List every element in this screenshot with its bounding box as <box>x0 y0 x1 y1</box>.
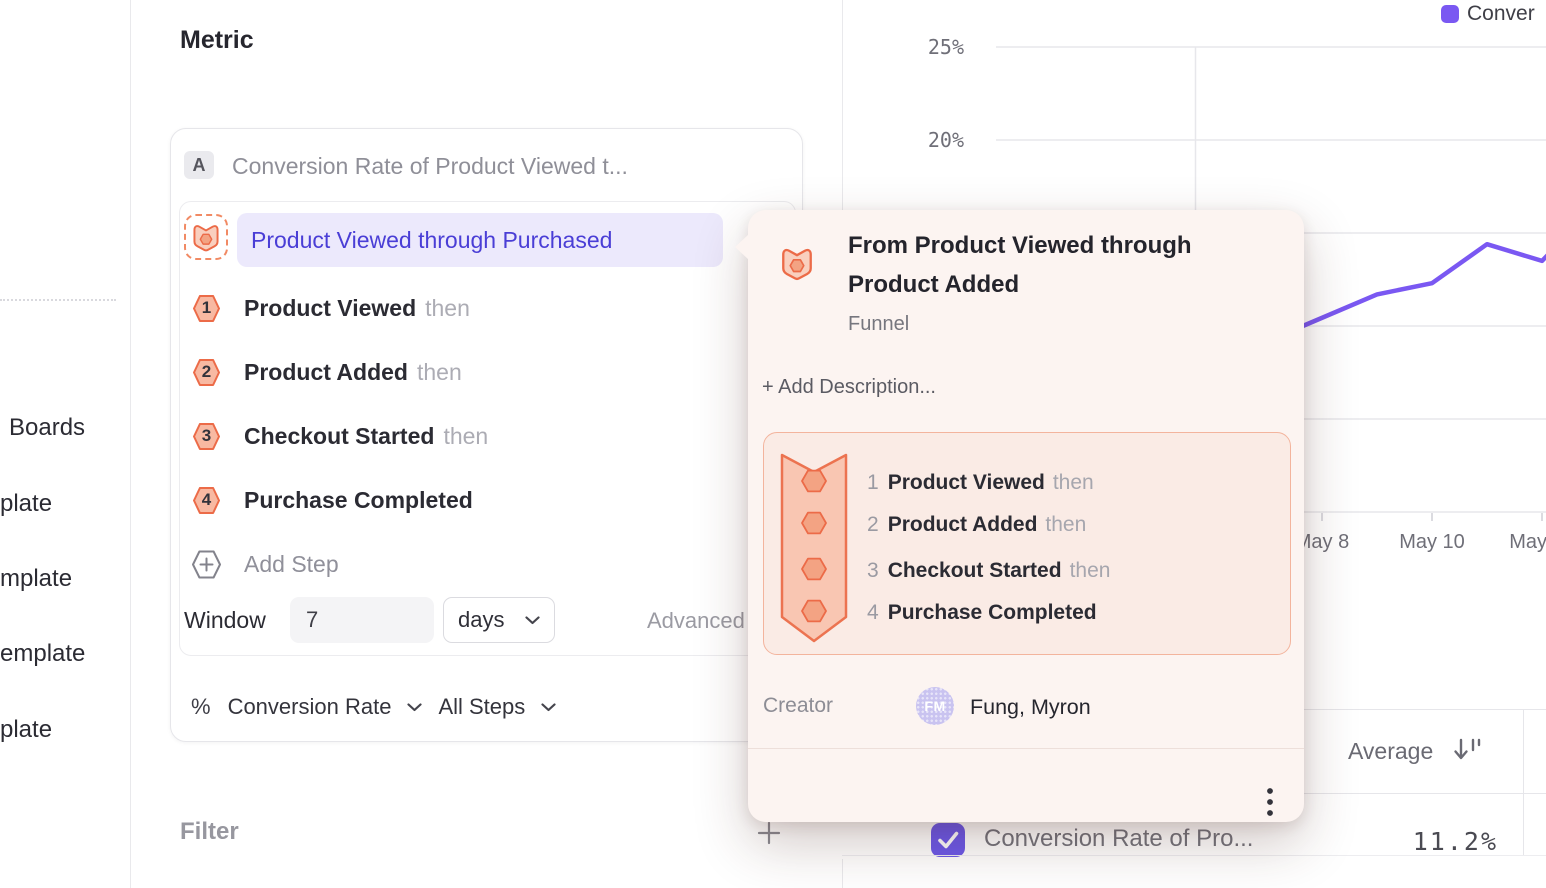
sidebar-item-template-2[interactable]: mplate <box>0 565 73 592</box>
step-1-hex-badge: 1 <box>193 294 220 323</box>
step-3-connector: then <box>443 422 489 449</box>
svg-text:May 10: May 10 <box>1399 531 1465 553</box>
selected-metric-label: Product Viewed through Purchased <box>251 226 613 253</box>
series-checkbox[interactable] <box>931 823 965 857</box>
metric-details-popover: From Product Viewed through Product Adde… <box>735 210 1304 822</box>
add-description-link[interactable]: + Add Description... <box>762 376 936 398</box>
popover-step-4: 4 Purchase Completed <box>867 601 1097 624</box>
table-row-divider <box>842 855 1546 856</box>
window-label: Window <box>184 607 266 633</box>
step-3-name: Checkout Started <box>244 422 435 449</box>
add-filter-plus-icon[interactable] <box>756 820 782 846</box>
window-value-input[interactable] <box>290 597 434 643</box>
add-step-label: Add Step <box>244 550 339 577</box>
funnel-step-row-3[interactable]: 3 Checkout Started then <box>193 421 488 451</box>
popover-step-3: 3 Checkout Started then <box>867 559 1111 582</box>
svg-text:May 12: May 12 <box>1509 531 1546 553</box>
legend-label: Conver <box>1467 2 1535 25</box>
series-average-value: 11.2% <box>1412 827 1498 856</box>
sidebar-item-template-1[interactable]: plate <box>0 490 53 517</box>
svg-text:May 8: May 8 <box>1295 531 1349 553</box>
step-4-name: Purchase Completed <box>244 486 473 513</box>
step-3-hex-badge: 3 <box>193 422 220 451</box>
funnel-ribbon-icon <box>780 453 848 643</box>
kebab-menu-icon <box>1267 788 1273 816</box>
popover-step-1: 1 Product Viewed then <box>867 471 1094 494</box>
funnel-step-row-2[interactable]: 2 Product Added then <box>193 357 462 387</box>
add-step-button[interactable]: Add Step <box>192 549 339 579</box>
popover-arrow <box>735 234 749 260</box>
funnel-step-row-1[interactable]: 1 Product Viewed then <box>193 293 470 323</box>
popover-title: From Product Viewed through Product Adde… <box>848 232 1192 298</box>
step-1-connector: then <box>425 294 470 321</box>
chevron-down-icon[interactable] <box>407 702 423 712</box>
metric-card: A Conversion Rate of Product Viewed t...… <box>170 128 803 742</box>
table-column-divider <box>1523 710 1524 856</box>
selected-metric-iconbox[interactable] <box>184 214 228 260</box>
series-title: Conversion Rate of Product Viewed t... <box>232 153 628 179</box>
chevron-down-icon[interactable] <box>541 702 556 712</box>
creator-name: Fung, Myron <box>970 695 1091 719</box>
left-sidebar: Boards plate mplate emplate plate <box>0 0 131 888</box>
step-2-name: Product Added <box>244 358 408 385</box>
steps-scope-dropdown[interactable]: All Steps <box>438 694 526 719</box>
metric-section-title: Metric <box>180 26 254 54</box>
percent-prefix: % <box>191 694 211 719</box>
step-1-name: Product Viewed <box>244 294 417 321</box>
filter-section-title: Filter <box>180 818 239 845</box>
add-step-hex-plus-icon <box>192 550 221 578</box>
step-2-connector: then <box>416 358 462 385</box>
selected-metric-pill[interactable]: Product Viewed through Purchased <box>237 213 723 267</box>
popover-step-2: 2 Product Added then <box>867 513 1087 536</box>
sidebar-item-template-3[interactable]: emplate <box>0 640 86 667</box>
measurement-footer: % Conversion Rate All Steps <box>171 674 801 740</box>
sidebar-item-boards[interactable]: Boards <box>9 414 86 441</box>
advanced-link[interactable]: Advanced <box>647 608 745 633</box>
measurement-type-dropdown[interactable]: Conversion Rate <box>227 694 392 719</box>
legend-swatch <box>1441 5 1459 23</box>
chevron-down-icon <box>525 615 540 624</box>
more-options-button[interactable] <box>1260 782 1280 826</box>
average-column-header[interactable]: Average <box>1348 738 1434 764</box>
popover-type-label: Funnel <box>848 313 910 335</box>
funnel-icon <box>193 225 219 252</box>
funnel-icon <box>782 248 812 281</box>
popover-footer-divider <box>748 748 1304 749</box>
sort-descending-icon[interactable] <box>1452 736 1484 766</box>
step-2-hex-badge: 2 <box>193 358 220 387</box>
window-unit-value: days <box>458 607 505 632</box>
sidebar-item-template-4[interactable]: plate <box>0 716 53 743</box>
chart-legend: Conver <box>1441 2 1535 26</box>
svg-text:20%: 20% <box>928 128 964 152</box>
window-unit-select[interactable]: days <box>443 597 555 643</box>
series-row-label[interactable]: Conversion Rate of Pro... <box>984 825 1254 852</box>
creator-avatar: FM <box>916 687 954 725</box>
svg-text:25%: 25% <box>928 35 964 59</box>
popover-funnel-summary-card: 1 Product Viewed then 2 Product Added th… <box>763 432 1291 655</box>
funnel-step-row-4[interactable]: 4 Purchase Completed <box>193 485 482 515</box>
step-4-hex-badge: 4 <box>193 486 220 515</box>
series-a-badge: A <box>184 151 214 179</box>
sidebar-divider <box>0 299 116 301</box>
creator-label: Creator <box>763 694 834 717</box>
check-icon <box>938 831 959 849</box>
